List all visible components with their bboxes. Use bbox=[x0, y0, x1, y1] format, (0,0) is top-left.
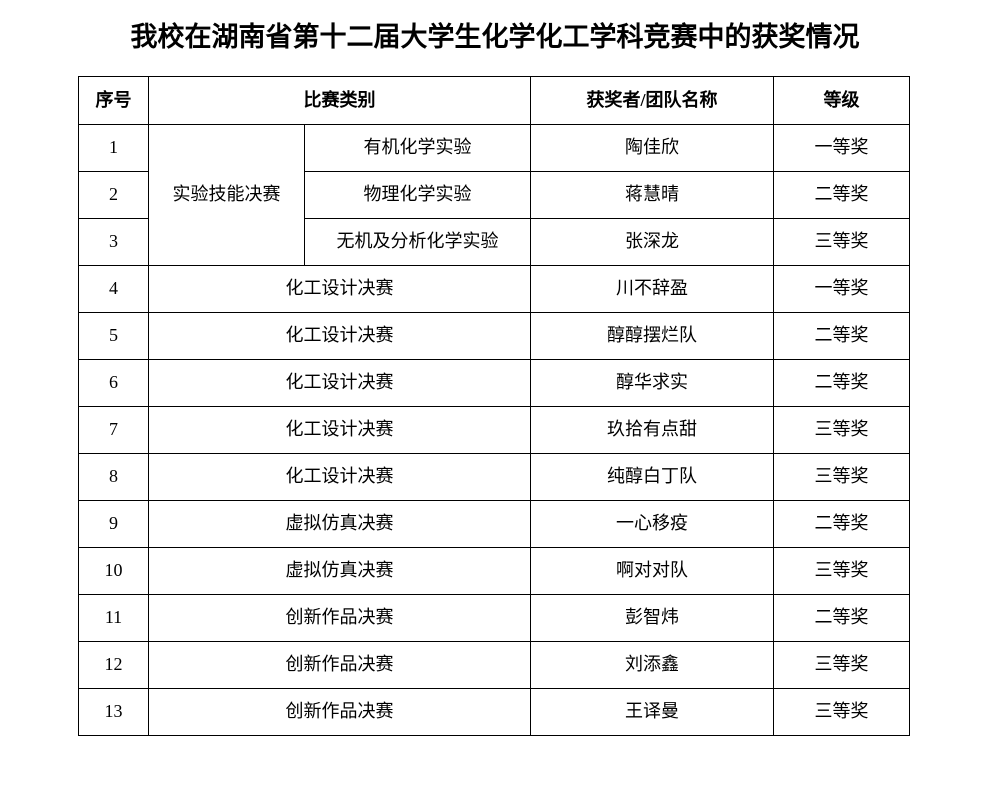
cell-winner: 张深龙 bbox=[530, 218, 774, 266]
cell-category: 虚拟仿真决赛 bbox=[148, 547, 531, 595]
cell-winner: 彭智炜 bbox=[530, 594, 774, 642]
table-body: 1 实验技能决赛 有机化学实验 陶佳欣 一等奖 2 物理化学实验 蒋慧晴 二等奖 3 无机及分析化学… bbox=[78, 124, 910, 736]
column-header-winner: 获奖者/团队名称 bbox=[530, 76, 774, 125]
cell-grade: 三等奖 bbox=[773, 406, 910, 454]
table-row: 5 化工设计决赛 醇醇摆烂队 二等奖 bbox=[78, 312, 910, 360]
cell-grade: 三等奖 bbox=[773, 688, 910, 736]
table-row: 6 化工设计决赛 醇华求实 二等奖 bbox=[78, 359, 910, 407]
cell-grade: 三等奖 bbox=[773, 218, 910, 266]
cell-grade: 二等奖 bbox=[773, 594, 910, 642]
cell-category-sub: 有机化学实验 bbox=[304, 124, 531, 172]
column-header-no: 序号 bbox=[78, 76, 149, 125]
cell-category-sub: 物理化学实验 bbox=[304, 171, 531, 219]
table-row: 12 创新作品决赛 刘添鑫 三等奖 bbox=[78, 641, 910, 689]
cell-category: 创新作品决赛 bbox=[148, 688, 531, 736]
table-row: 3 无机及分析化学实验 张深龙 三等奖 bbox=[78, 218, 910, 266]
cell-category-sub: 无机及分析化学实验 bbox=[304, 218, 531, 266]
cell-category: 化工设计决赛 bbox=[148, 359, 531, 407]
cell-winner: 蒋慧晴 bbox=[530, 171, 774, 219]
cell-no: 12 bbox=[78, 641, 149, 689]
cell-grade: 三等奖 bbox=[773, 641, 910, 689]
cell-grade: 一等奖 bbox=[773, 124, 910, 172]
cell-grade: 二等奖 bbox=[773, 312, 910, 360]
table-row: 10 虚拟仿真决赛 啊对对队 三等奖 bbox=[78, 547, 910, 595]
table-row: 1 实验技能决赛 有机化学实验 陶佳欣 一等奖 bbox=[78, 124, 910, 266]
cell-category: 创新作品决赛 bbox=[148, 641, 531, 689]
cell-winner: 王译曼 bbox=[530, 688, 774, 736]
cell-winner: 刘添鑫 bbox=[530, 641, 774, 689]
cell-category: 创新作品决赛 bbox=[148, 594, 531, 642]
cell-no: 6 bbox=[78, 359, 149, 407]
cell-winner: 醇华求实 bbox=[530, 359, 774, 407]
cell-category: 虚拟仿真决赛 bbox=[148, 500, 531, 548]
cell-category: 化工设计决赛 bbox=[148, 453, 531, 501]
cell-no: 10 bbox=[78, 547, 149, 595]
table-row: 13 创新作品决赛 王译曼 三等奖 bbox=[78, 688, 910, 736]
table-row: 7 化工设计决赛 玖拾有点甜 三等奖 bbox=[78, 406, 910, 454]
cell-no: 1 bbox=[78, 124, 149, 172]
cell-grade: 二等奖 bbox=[773, 500, 910, 548]
cell-category: 化工设计决赛 bbox=[148, 312, 531, 360]
cell-no: 11 bbox=[78, 594, 149, 642]
cell-category: 化工设计决赛 bbox=[148, 265, 531, 313]
award-table-container: 序号 比赛类别 获奖者/团队名称 等级 1 实验技能决赛 有机化学实验 陶佳欣 一等奖 2… bbox=[78, 76, 910, 736]
table-row: 11 创新作品决赛 彭智炜 二等奖 bbox=[78, 594, 910, 642]
page-title: 我校在湖南省第十二届大学生化学化工学科竞赛中的获奖情况 bbox=[130, 22, 860, 53]
cell-no: 2 bbox=[78, 171, 149, 219]
cell-grade: 三等奖 bbox=[773, 453, 910, 501]
column-header-category: 比赛类别 bbox=[148, 76, 531, 125]
cell-no: 3 bbox=[78, 218, 149, 266]
award-table: 序号 比赛类别 获奖者/团队名称 等级 1 实验技能决赛 有机化学实验 陶佳欣 一等奖 2… bbox=[78, 76, 910, 736]
cell-no: 13 bbox=[78, 688, 149, 736]
cell-category-group: 实验技能决赛 bbox=[148, 124, 305, 266]
table-row: 8 化工设计决赛 纯醇白丁队 三等奖 bbox=[78, 453, 910, 501]
cell-grade: 三等奖 bbox=[773, 547, 910, 595]
cell-winner: 醇醇摆烂队 bbox=[530, 312, 774, 360]
table-row: 4 化工设计决赛 川不辞盈 一等奖 bbox=[78, 265, 910, 313]
table-header: 序号 比赛类别 获奖者/团队名称 等级 bbox=[78, 76, 910, 125]
cell-no: 9 bbox=[78, 500, 149, 548]
table-header-row: 序号 比赛类别 获奖者/团队名称 等级 bbox=[78, 76, 910, 125]
column-header-grade: 等级 bbox=[773, 76, 910, 125]
cell-no: 5 bbox=[78, 312, 149, 360]
cell-winner: 川不辞盈 bbox=[530, 265, 774, 313]
cell-winner: 纯醇白丁队 bbox=[530, 453, 774, 501]
cell-winner: 一心移疫 bbox=[530, 500, 774, 548]
cell-category: 化工设计决赛 bbox=[148, 406, 531, 454]
cell-winner: 啊对对队 bbox=[530, 547, 774, 595]
cell-winner: 玖拾有点甜 bbox=[530, 406, 774, 454]
table-row: 9 虚拟仿真决赛 一心移疫 二等奖 bbox=[78, 500, 910, 548]
cell-no: 7 bbox=[78, 406, 149, 454]
cell-grade: 一等奖 bbox=[773, 265, 910, 313]
table-row: 2 物理化学实验 蒋慧晴 二等奖 bbox=[78, 171, 910, 219]
cell-no: 8 bbox=[78, 453, 149, 501]
cell-no: 4 bbox=[78, 265, 149, 313]
cell-grade: 二等奖 bbox=[773, 171, 910, 219]
cell-grade: 二等奖 bbox=[773, 359, 910, 407]
cell-winner: 陶佳欣 bbox=[530, 124, 774, 172]
